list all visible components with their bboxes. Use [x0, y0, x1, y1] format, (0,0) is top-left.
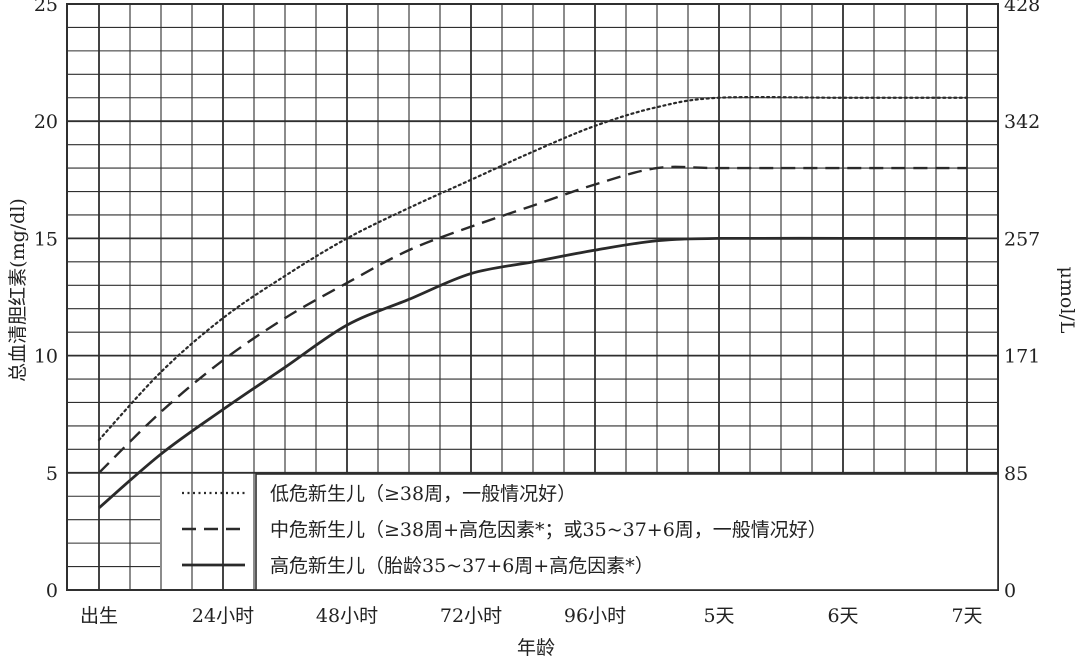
- y-tick-label: 15: [34, 228, 58, 250]
- x-tick-label: 6天: [827, 605, 858, 627]
- legend-label: 高危新生儿（胎龄35~37+6周+高危因素*）: [270, 555, 654, 577]
- x-tick-label: 48小时: [316, 605, 378, 627]
- y-tick-label: 0: [46, 580, 58, 602]
- y-tick-label: 10: [34, 346, 58, 368]
- y-right-tick-label: 257: [1004, 228, 1040, 250]
- y-tick-label: 25: [34, 0, 58, 16]
- y-right-tick-label: 85: [1004, 463, 1028, 485]
- legend: 低危新生儿（≥38周，一般情况好） 中危新生儿（≥38周+高危因素*；或35~37…: [182, 473, 999, 591]
- x-tick-label: 7天: [951, 605, 982, 627]
- x-tick-label: 96小时: [564, 605, 626, 627]
- x-tick-label: 72小时: [440, 605, 502, 627]
- y-right-tick-label: 0: [1004, 580, 1016, 602]
- series-line-solid: [98, 236, 967, 510]
- y-tick-label: 20: [34, 111, 58, 133]
- y-tick-label: 5: [46, 463, 58, 485]
- x-tick-label: 出生: [80, 605, 118, 627]
- series-line-dashed: [98, 165, 967, 474]
- y-right-tick-label: 342: [1004, 111, 1040, 133]
- grid-layer: [66, 3, 999, 591]
- series-layer: [97, 95, 969, 510]
- legend-label: 低危新生儿（≥38周，一般情况好）: [270, 483, 576, 505]
- tick-layer: 0 5 10 15 20 25 0 85 171 257 342 428 出生 24小时 48小时 72小时 9…: [34, 0, 1040, 627]
- y-right-tick-label: 171: [1004, 346, 1040, 368]
- y-axis-label: 总血清胆红素(mg/dl): [7, 198, 29, 382]
- y-right-tick-label: 428: [1004, 0, 1040, 16]
- x-axis-label: 年龄: [517, 637, 555, 659]
- x-tick-label: 24小时: [192, 605, 254, 627]
- series-line-dotted: [97, 95, 969, 442]
- x-tick-label: 5天: [703, 605, 734, 627]
- legend-label: 中危新生儿（≥38周+高危因素*；或35~37+6周，一般情况好）: [270, 519, 827, 541]
- y-axis-right-label: μmol/L: [1056, 267, 1078, 334]
- legend-box: [255, 473, 999, 591]
